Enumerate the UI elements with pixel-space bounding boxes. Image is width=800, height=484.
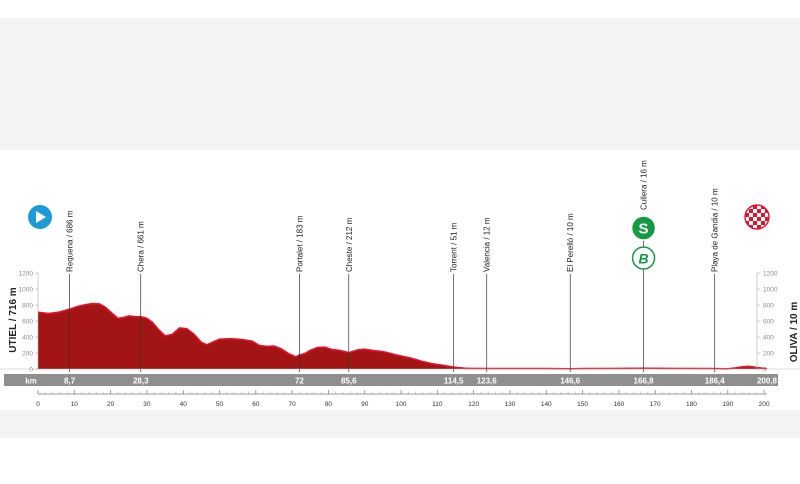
- x-tick-label: 110: [432, 401, 443, 408]
- checker-cell: [761, 221, 765, 225]
- checker-cell: [753, 205, 757, 209]
- x-tick-label: 10: [71, 401, 79, 408]
- landmark-km: 166,8: [634, 377, 655, 386]
- x-tick-label: 180: [686, 401, 697, 408]
- checker-cell: [757, 225, 761, 229]
- x-tick-label: 20: [107, 401, 115, 408]
- x-tick-label: 190: [722, 401, 733, 408]
- km-bar: km 8,7 28,3 72 85,6 114,5 123,6 146,6 166,8 186,4…: [4, 374, 778, 386]
- checker-cell: [749, 217, 753, 221]
- start-label: UTIEL / 716 m: [8, 287, 19, 353]
- left-tick-label: 800: [22, 303, 33, 310]
- x-tick-label: 100: [396, 401, 407, 408]
- landmark-km: 72: [295, 377, 304, 386]
- checker-cell: [753, 221, 757, 225]
- checker-cell: [749, 209, 753, 213]
- landmark-lines: [69, 225, 716, 372]
- x-tick-label: 30: [143, 401, 151, 408]
- landmark-km: 123,6: [477, 377, 498, 386]
- icons-layer: SB: [28, 204, 770, 270]
- x-tick-label: 170: [650, 401, 661, 408]
- x-tick-label: 90: [361, 401, 369, 408]
- right-tick-label: 1200: [763, 271, 778, 278]
- bonus-letter: B: [639, 251, 649, 267]
- top-band: [0, 0, 800, 18]
- landmark-name: Valencia / 12 m: [483, 217, 492, 272]
- x-tick-label: 120: [468, 401, 479, 408]
- x-tick-label: 200: [759, 401, 770, 408]
- checker-cell: [757, 209, 761, 213]
- landmark-km: 146,6: [560, 377, 581, 386]
- km-bar-background: [4, 374, 778, 386]
- km-bar-unit: km: [25, 377, 37, 386]
- profile-edge: [37, 302, 768, 370]
- x-tick-label: 80: [325, 401, 333, 408]
- right-tick-label: 1000: [763, 287, 778, 294]
- profile-layer: [37, 302, 768, 370]
- left-tick-label: 600: [22, 319, 33, 326]
- landmark-name: El Perelló / 10 m: [566, 213, 575, 272]
- landmark-labels: Requena / 686 m Chera / 661 m Portalet / 1…: [66, 160, 720, 272]
- left-tick-label: 0: [29, 367, 33, 374]
- landmark-name: Cullera / 16 m: [640, 160, 649, 210]
- checker-cell: [761, 213, 765, 217]
- x-tick-label: 60: [252, 401, 260, 408]
- x-tick-label: 40: [180, 401, 188, 408]
- x-tick-label: 160: [613, 401, 624, 408]
- landmark-name: Playa de Gandia / 10 m: [711, 188, 720, 272]
- x-tick-label: 70: [289, 401, 297, 408]
- left-tick-label: 200: [22, 351, 33, 358]
- landmark-name: Cheste / 212 m: [345, 217, 354, 272]
- right-tick-label: 0: [763, 367, 767, 374]
- landmark-name: Chera / 661 m: [137, 221, 146, 272]
- checker-cell: [757, 217, 761, 221]
- landmark-name: Portalet / 183 m: [295, 215, 304, 272]
- right-tick-label: 600: [763, 319, 774, 326]
- landmark-km: 114,5: [444, 377, 464, 386]
- landmark-km: 28,3: [133, 377, 149, 386]
- right-tick-label: 200: [763, 351, 774, 358]
- x-tick-label: 50: [216, 401, 224, 408]
- landmark-name: Requena / 686 m: [66, 210, 75, 272]
- left-tick-label: 1000: [19, 287, 34, 294]
- x-tick-label: 130: [505, 401, 516, 408]
- landmark-km: 85,6: [341, 377, 357, 386]
- landmark-km: 8,7: [64, 377, 76, 386]
- left-tick-label: 400: [22, 335, 33, 342]
- checker-cell: [745, 213, 749, 217]
- footer-band: [0, 410, 800, 438]
- landmark-km: 186,4: [705, 377, 726, 386]
- x-tick-label: 150: [577, 401, 588, 408]
- profile-area: [38, 303, 767, 369]
- bonus-icon: [631, 246, 656, 270]
- x-tick-label: 0: [36, 401, 40, 408]
- right-tick-label: 800: [763, 303, 774, 310]
- landmark-km: 200,8: [757, 377, 778, 386]
- left-tick-label: 1200: [19, 271, 34, 278]
- sprint-letter: S: [639, 221, 649, 238]
- x-tick-label: 140: [541, 401, 552, 408]
- checker-cell: [753, 213, 757, 217]
- right-tick-label: 400: [763, 335, 774, 342]
- header-band: [0, 18, 800, 150]
- sprint-icon: [630, 215, 657, 241]
- finish-ring: [744, 204, 770, 230]
- checker-cell: [765, 217, 769, 221]
- play-triangle: [36, 211, 46, 223]
- finish-label: OLIVA / 10 m: [789, 302, 800, 363]
- landmark-name: Torrent / 51 m: [450, 222, 459, 272]
